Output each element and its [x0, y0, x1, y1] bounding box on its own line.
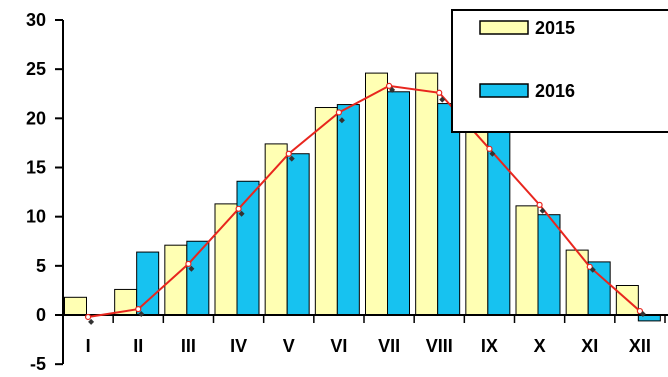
dot-marker-VI	[338, 117, 345, 124]
line-point-X	[536, 201, 543, 208]
x-ticks-group: I II III IV V VI VII VIII IX X XI XII	[62, 315, 666, 356]
dot-marker-V	[288, 155, 295, 162]
y-tick-label: 0	[36, 305, 46, 325]
dot-marker-IX	[489, 150, 496, 157]
dot-marker-IV	[238, 210, 245, 217]
bar-2015-IV	[214, 203, 238, 316]
x-tick-label-II: II	[133, 336, 143, 356]
y-tick-label: 20	[26, 108, 46, 128]
line-point-V	[285, 150, 292, 157]
x-tick-label-VII: VII	[378, 336, 400, 356]
dot-marker-II	[138, 311, 145, 318]
x-tick-label-I: I	[86, 336, 91, 356]
line-point-IX	[486, 145, 493, 152]
y-tick-label: 5	[36, 256, 46, 276]
bar-2016-X	[537, 214, 561, 316]
legend-swatch-2016	[479, 83, 529, 98]
bar-2015-III	[164, 244, 188, 316]
x-tick-label-V: V	[283, 336, 295, 356]
bars-group	[64, 72, 661, 322]
bar-2015-V	[264, 143, 288, 316]
x-tick-label-III: III	[181, 336, 196, 356]
x-tick-label-XII: XII	[629, 336, 651, 356]
legend-swatch-2015	[479, 20, 529, 35]
bar-2015-IX	[465, 118, 489, 316]
dot-marker-I	[88, 318, 95, 325]
bar-2016-VII	[387, 91, 410, 316]
x-tick-label-XI: XI	[581, 336, 598, 356]
bar-2016-V	[286, 153, 310, 316]
legend-label-2016: 2016	[535, 81, 575, 101]
bar-2016-II	[136, 251, 160, 316]
y-tick-label: 30	[26, 10, 46, 30]
line-point-XI	[586, 263, 593, 270]
y-tick-label: 25	[26, 59, 46, 79]
line-series	[87, 84, 641, 318]
line-series-group	[84, 82, 646, 325]
dot-marker-XII	[639, 311, 646, 318]
line-point-IV	[235, 205, 242, 212]
bar-2015-VI	[314, 107, 338, 316]
x-tick-label-VI: VI	[330, 336, 347, 356]
line-point-XII	[636, 307, 644, 315]
y-ticks-group: -5 0 5 10 15 20 25 30	[26, 10, 63, 374]
x-tick-label-IV: IV	[230, 336, 247, 356]
line-point-VI	[335, 109, 343, 116]
legend-label-2015: 2015	[535, 18, 575, 38]
bar-2015-I	[64, 296, 87, 316]
dot-marker-VII	[389, 86, 396, 93]
bar-2015-X	[515, 205, 539, 316]
x-tick-label-X: X	[534, 336, 546, 356]
line-point-II	[135, 306, 142, 313]
y-tick-label: -5	[30, 354, 46, 374]
dot-marker-XI	[589, 266, 596, 273]
x-tick-label-IX: IX	[481, 336, 498, 356]
line-point-VII	[385, 82, 393, 89]
line-point-I	[84, 313, 92, 321]
dot-marker-X	[539, 207, 546, 214]
y-tick-label: 15	[26, 158, 46, 178]
x-tick-label-VIII: VIII	[426, 336, 453, 356]
bar-2015-VIII	[415, 72, 439, 316]
legend: 2015 2016	[451, 9, 668, 133]
dot-marker-VIII	[439, 96, 446, 103]
dot-marker-III	[188, 265, 195, 272]
line-point-III	[185, 260, 192, 267]
bar-2015-VII	[365, 72, 388, 316]
y-tick-label: 10	[26, 207, 46, 227]
line-point-VIII	[436, 89, 443, 96]
bar-2016-VIII	[437, 103, 461, 316]
bar-2016-VI	[336, 104, 360, 316]
bar-2016-IV	[236, 180, 260, 316]
